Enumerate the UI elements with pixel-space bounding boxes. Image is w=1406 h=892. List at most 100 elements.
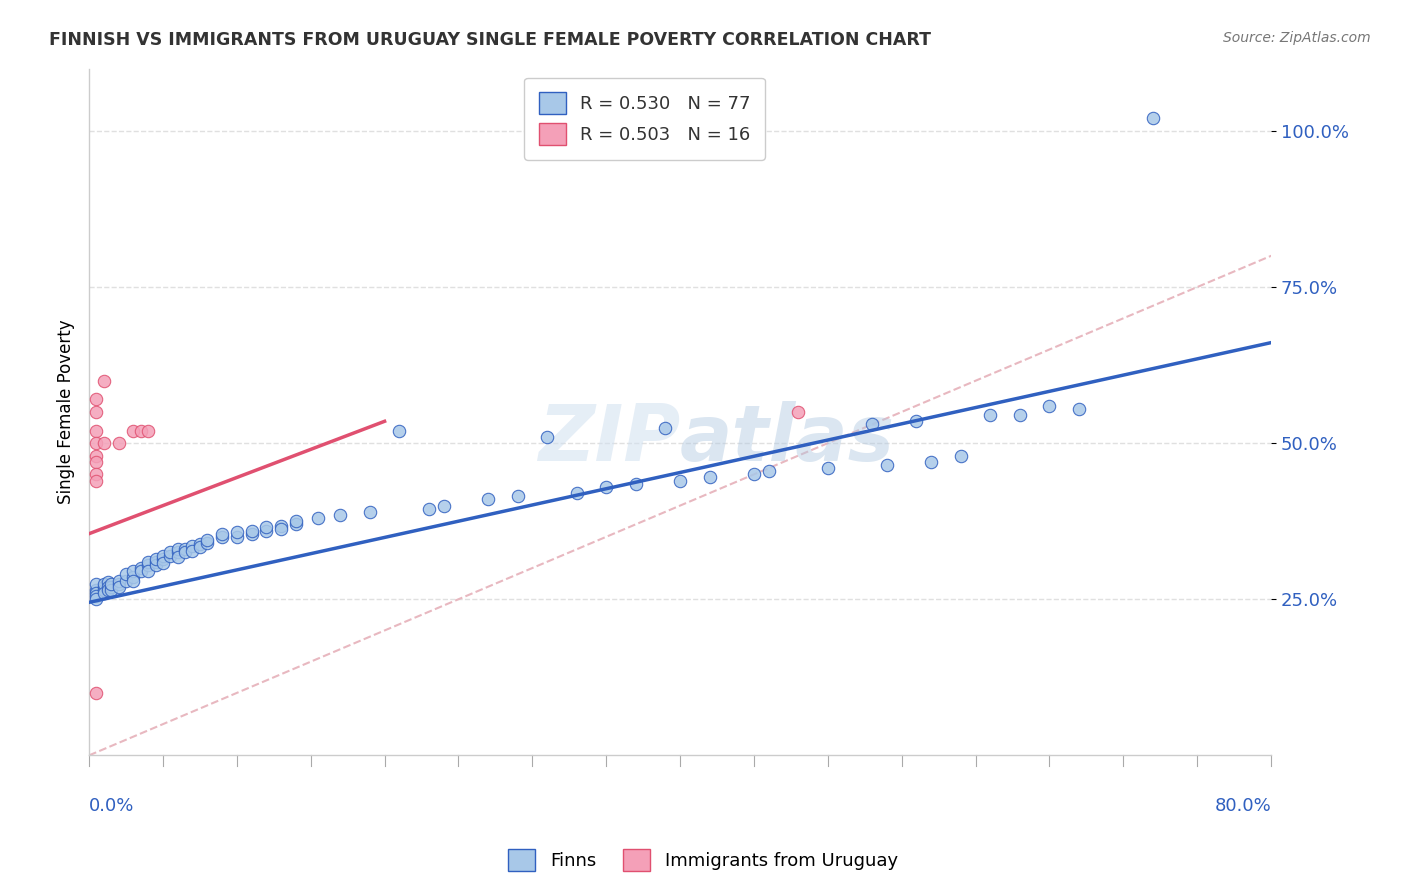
Point [145, 558, 167, 572]
Point [107, 576, 129, 591]
Point [1067, 401, 1090, 416]
Point [86, 455, 108, 469]
Point [86, 436, 108, 450]
Point [565, 486, 588, 500]
Point [86, 576, 108, 591]
Point [188, 537, 211, 551]
Point [107, 574, 129, 588]
Point [97, 582, 120, 597]
Point [136, 424, 159, 438]
Point [86, 449, 108, 463]
Point [86, 582, 108, 597]
Point [86, 474, 108, 488]
Point [86, 392, 108, 407]
Point [225, 530, 247, 544]
Legend: R = 0.530   N = 77, R = 0.503   N = 16: R = 0.530 N = 77, R = 0.503 N = 16 [524, 78, 765, 160]
Text: 0.0%: 0.0% [89, 797, 135, 814]
Point [86, 424, 108, 438]
Point [122, 564, 145, 578]
Point [270, 518, 292, 533]
Point [97, 580, 120, 594]
Point [329, 508, 352, 522]
Text: 80.0%: 80.0% [1215, 797, 1271, 814]
Point [100, 582, 122, 597]
Point [166, 549, 188, 564]
Legend: Finns, Immigrants from Uruguay: Finns, Immigrants from Uruguay [501, 842, 905, 879]
Point [115, 567, 138, 582]
Point [742, 467, 765, 482]
Point [758, 464, 780, 478]
Point [536, 430, 558, 444]
Y-axis label: Single Female Poverty: Single Female Poverty [58, 319, 75, 504]
Point [100, 580, 122, 594]
Text: atlas: atlas [681, 401, 896, 477]
Point [195, 536, 218, 550]
Point [152, 549, 174, 563]
Point [240, 524, 263, 538]
Point [254, 524, 277, 538]
Point [93, 582, 115, 597]
Text: ZIP: ZIP [538, 401, 681, 477]
Point [159, 549, 181, 563]
Point [93, 580, 115, 594]
Point [122, 424, 145, 438]
Point [166, 545, 188, 559]
Point [905, 414, 928, 428]
Point [211, 526, 233, 541]
Point [136, 555, 159, 569]
Point [129, 561, 152, 575]
Point [145, 555, 167, 569]
Point [284, 514, 307, 528]
Point [817, 461, 839, 475]
Point [86, 589, 108, 603]
Point [1142, 112, 1164, 126]
Point [1038, 399, 1060, 413]
Point [359, 505, 381, 519]
Point [949, 449, 972, 463]
Point [1008, 408, 1031, 422]
Point [107, 580, 129, 594]
Point [595, 480, 617, 494]
Point [86, 586, 108, 600]
Point [97, 574, 120, 589]
Text: FINNISH VS IMMIGRANTS FROM URUGUAY SINGLE FEMALE POVERTY CORRELATION CHART: FINNISH VS IMMIGRANTS FROM URUGUAY SINGL… [49, 31, 931, 49]
Point [860, 417, 883, 432]
Point [654, 420, 676, 434]
Point [152, 556, 174, 570]
Point [122, 574, 145, 588]
Point [307, 511, 329, 525]
Point [159, 545, 181, 559]
Point [86, 467, 108, 482]
Point [93, 586, 115, 600]
Point [181, 539, 204, 553]
Point [152, 551, 174, 566]
Point [129, 564, 152, 578]
Point [174, 542, 197, 557]
Point [136, 564, 159, 578]
Point [418, 501, 440, 516]
Point [86, 686, 108, 700]
Point [254, 520, 277, 534]
Point [136, 558, 159, 572]
Point [388, 424, 411, 438]
Point [876, 458, 898, 472]
Point [240, 526, 263, 541]
Point [624, 476, 647, 491]
Point [195, 533, 218, 547]
Point [669, 474, 692, 488]
Point [225, 524, 247, 539]
Point [129, 424, 152, 438]
Point [86, 592, 108, 607]
Point [115, 574, 138, 588]
Point [920, 455, 942, 469]
Point [174, 545, 197, 559]
Point [93, 374, 115, 388]
Point [211, 530, 233, 544]
Point [166, 542, 188, 557]
Point [107, 436, 129, 450]
Point [188, 541, 211, 555]
Text: Source: ZipAtlas.com: Source: ZipAtlas.com [1223, 31, 1371, 45]
Point [699, 470, 721, 484]
Point [86, 405, 108, 419]
Point [100, 576, 122, 591]
